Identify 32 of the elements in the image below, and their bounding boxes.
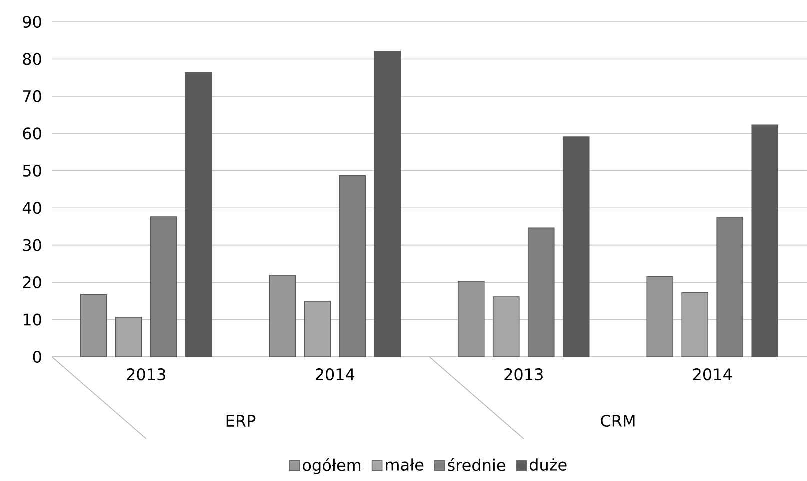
bar: [528, 228, 555, 358]
y-tick-label: 80: [23, 53, 42, 66]
bar: [374, 51, 402, 358]
y-tick-label: 0: [33, 350, 42, 364]
y-tick-label: 90: [23, 16, 42, 28]
y-tick-label: 40: [22, 202, 42, 214]
legend-label: duże: [530, 458, 567, 471]
bar: [80, 294, 108, 358]
y-tick-label: 10: [24, 314, 42, 326]
legend-label: małe: [386, 458, 424, 471]
bar: [458, 281, 485, 358]
bar: [269, 275, 296, 358]
legend-label: ogółem: [303, 458, 361, 474]
x-tick-label: 2013: [504, 368, 543, 381]
text: CRM: [601, 414, 635, 428]
x-tick-label: 2014: [316, 368, 355, 381]
bar: [185, 72, 212, 358]
y-tick-label: 70: [23, 90, 42, 102]
y-tick-label: 20: [23, 276, 42, 289]
bar: [562, 136, 590, 358]
bar: [339, 175, 366, 358]
bar: [752, 124, 779, 358]
text: ERP: [226, 415, 256, 427]
x-tick-label: 2013: [127, 368, 166, 381]
bar: [646, 276, 674, 358]
bar: [716, 217, 744, 358]
bar: [150, 216, 178, 358]
y-tick-label: 50: [23, 164, 42, 177]
y-tick-label: 30: [23, 239, 42, 252]
y-tick-label: 60: [23, 128, 42, 140]
x-tick-label: 2014: [693, 368, 732, 381]
legend-label: średnie: [448, 458, 506, 472]
